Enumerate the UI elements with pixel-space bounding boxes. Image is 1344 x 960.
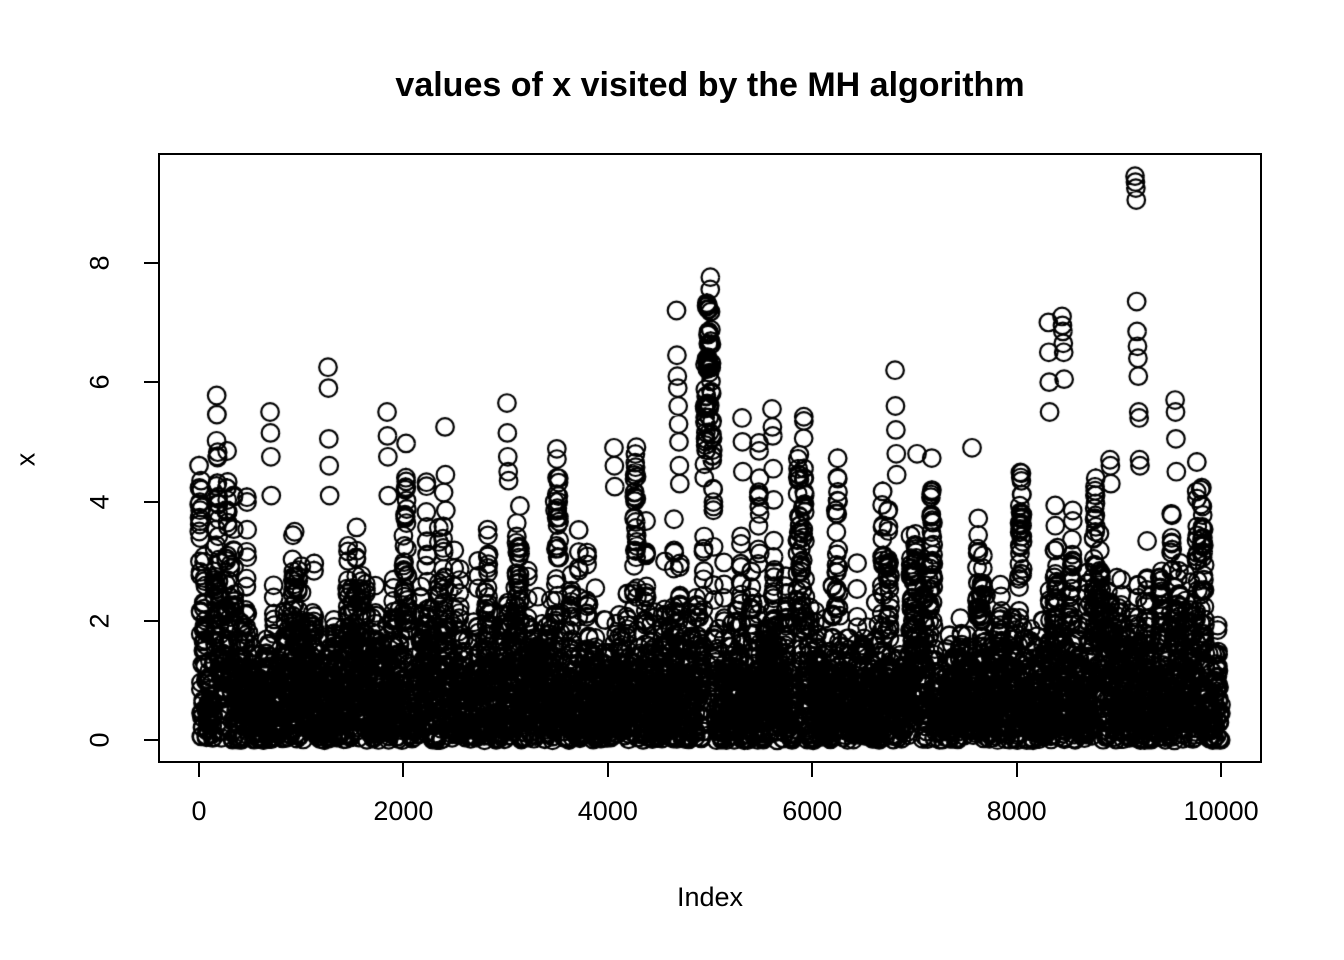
- y-tick-mark: [144, 261, 158, 264]
- x-tick-mark: [402, 763, 405, 777]
- y-tick-label: 6: [84, 374, 115, 390]
- x-tick-label: 4000: [577, 796, 638, 826]
- x-tick-label: 8000: [986, 796, 1047, 826]
- y-tick-label: 0: [84, 732, 115, 748]
- x-tick-mark: [198, 763, 200, 777]
- y-tick-mark: [144, 739, 158, 742]
- x-tick-label: 6000: [782, 796, 843, 826]
- y-tick-mark: [144, 500, 158, 503]
- plot-area: [158, 153, 1262, 763]
- x-axis-label: Index: [676, 882, 744, 912]
- y-tick-label: 2: [84, 613, 115, 629]
- x-tick-label: 2000: [373, 796, 434, 826]
- y-tick-mark: [144, 381, 158, 384]
- x-tick-label: 10000: [1183, 796, 1259, 826]
- y-tick-label: 8: [84, 255, 115, 271]
- x-tick-label: 0: [191, 796, 207, 826]
- y-axis-label: x: [10, 452, 41, 467]
- y-tick-mark: [144, 619, 158, 622]
- x-tick-mark: [606, 763, 609, 777]
- x-tick-mark: [1015, 763, 1018, 777]
- x-tick-mark: [811, 763, 814, 777]
- x-tick-mark: [1220, 763, 1223, 777]
- y-tick-label: 4: [84, 494, 115, 510]
